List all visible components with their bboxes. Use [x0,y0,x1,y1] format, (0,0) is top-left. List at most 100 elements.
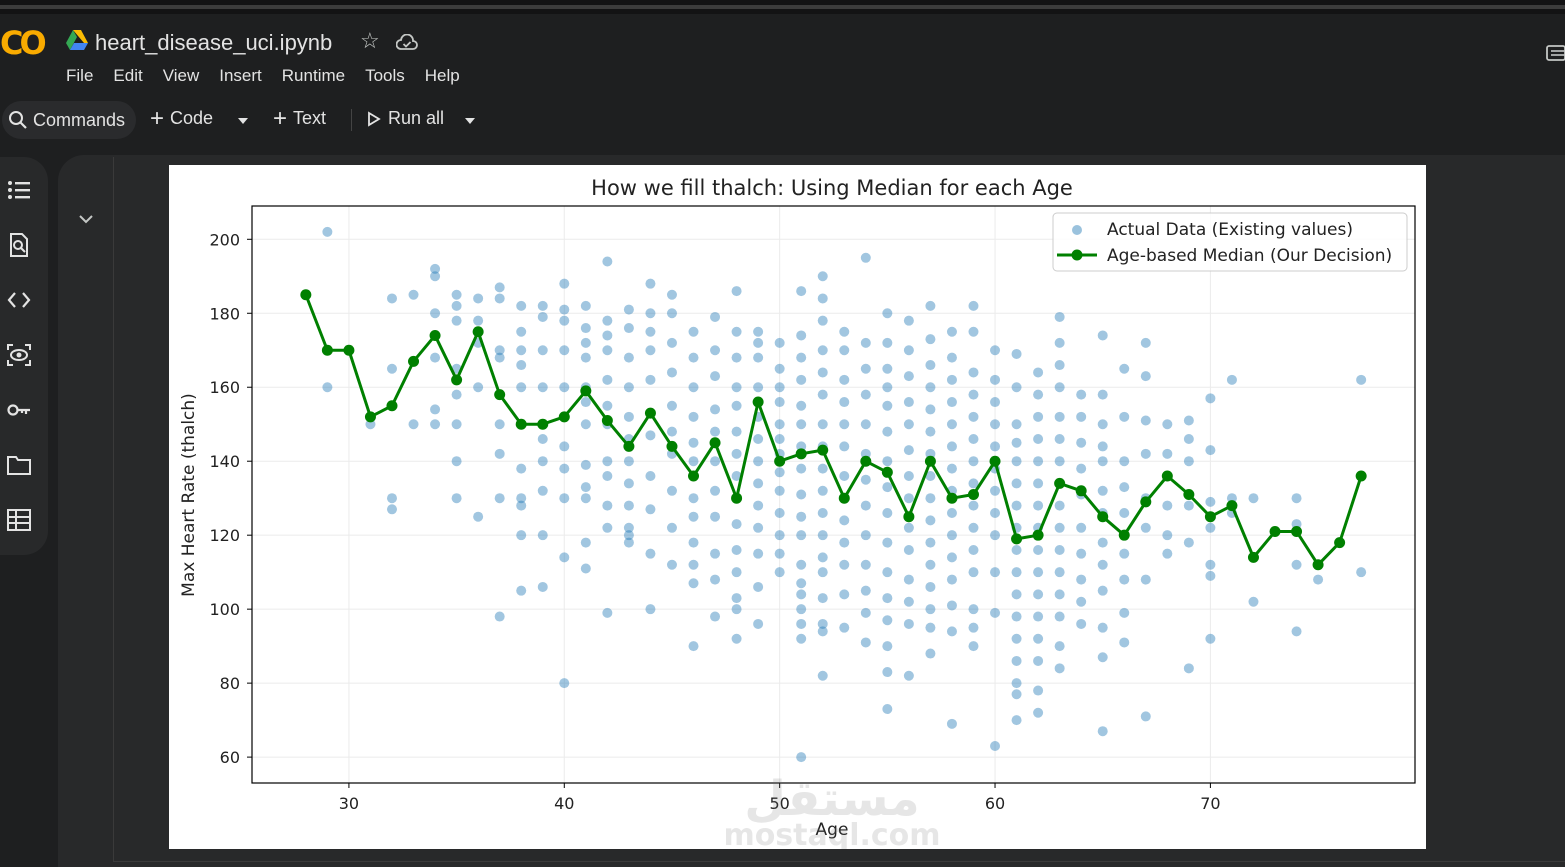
scatter-point [1205,559,1216,570]
scatter-point [1183,415,1194,426]
scatter-point [1140,415,1151,426]
scatter-point [731,593,742,604]
scatter-point [903,574,914,585]
scatter-point [1011,478,1022,489]
menu-runtime[interactable]: Runtime [281,66,346,85]
scatter-point [688,352,699,363]
median-point [1032,529,1044,541]
cloud-saved-icon[interactable] [396,34,418,50]
scatter-point [839,589,850,600]
variable-inspector-icon[interactable] [6,342,32,368]
scatter-point [1140,448,1151,459]
chevron-down-icon[interactable] [236,116,250,126]
scatter-point [860,530,871,541]
median-point [946,492,958,504]
scatter-point [451,456,462,467]
median-point [1291,525,1303,537]
commands-button[interactable]: Commands [2,101,136,139]
menu-tools[interactable]: Tools [365,66,405,85]
menu-help[interactable]: Help [424,66,460,85]
output-cell [113,157,1565,862]
scatter-point [925,404,936,415]
collapse-chevron-icon[interactable] [77,210,95,228]
scatter-point [430,271,441,282]
scatter-point [1205,496,1216,507]
menu-file[interactable]: File [66,66,94,85]
scatter-point [430,352,441,363]
scatter-point [451,289,462,300]
comments-panel-icon[interactable] [1546,44,1565,62]
matplotlib-figure: 30 40 50 60 70 60 80 100 120 140 160 180 200 How we … [169,165,1426,853]
scatter-point [1033,478,1044,489]
scatter-point [1076,548,1087,559]
scatter-point [774,337,785,348]
scatter-point [710,426,721,437]
x-tick-label: 40 [554,794,574,813]
scatter-point [903,397,914,408]
watermark-latin: mostaql.com [723,818,940,849]
scatter-point [645,374,656,385]
notebook-toolbar [0,96,1565,146]
chevron-down-icon[interactable] [463,116,477,126]
scatter-point [537,456,548,467]
scatter-point [925,334,936,345]
median-point [1118,529,1130,541]
add-code-button[interactable]: + Code [150,106,213,130]
scatter-point [1140,574,1151,585]
menu-edit[interactable]: Edit [113,66,143,85]
menu-view[interactable]: View [162,66,200,85]
scatter-point [925,604,936,615]
scatter-point [1119,363,1130,374]
scatter-point [516,345,527,356]
scatter-point [968,641,979,652]
find-replace-icon[interactable] [6,232,32,258]
scatter-point [537,382,548,393]
scatter-point [925,559,936,570]
y-tick-label: 100 [209,600,240,619]
scatter-point [925,622,936,633]
scatter-point [860,363,871,374]
scatter-point [882,615,893,626]
scatter-point [602,374,613,385]
scatter-point [817,670,828,681]
notebook-title[interactable]: heart_disease_uci.ipynb [95,30,333,55]
scatter-point [645,430,656,441]
code-snippets-icon[interactable] [6,287,32,313]
scatter-point [516,493,527,504]
scatter-point [731,471,742,482]
watermark: مستقل mostaql.com [723,771,940,853]
scatter-point [623,411,634,422]
scatter-point [473,511,484,522]
scatter-point [645,345,656,356]
scatter-point [1033,434,1044,445]
table-of-contents-icon[interactable] [6,177,32,203]
secrets-key-icon[interactable] [6,397,32,423]
scatter-point [1011,567,1022,578]
menu-bar: File Edit View Insert Runtime Tools Help [66,66,460,86]
median-point [1011,533,1023,545]
scatter-point [1033,685,1044,696]
scatter-point [1076,437,1087,448]
scatter-point [494,345,505,356]
files-folder-icon[interactable] [6,452,32,478]
scatter-point [451,419,462,430]
scatter-point [731,448,742,459]
legend-scatter-marker [1072,225,1082,235]
scatter-point [559,304,570,315]
colab-logo[interactable]: CO [0,24,47,62]
scatter-point [1011,655,1022,666]
scatter-point [666,337,677,348]
menu-insert[interactable]: Insert [219,66,262,85]
data-table-icon[interactable] [6,507,32,533]
run-all-button[interactable]: Run all [366,108,444,129]
star-icon[interactable]: ☆ [360,28,380,53]
add-text-button[interactable]: + Text [273,106,326,130]
scatter-point [860,559,871,570]
median-point [1269,525,1281,537]
scatter-point [666,308,677,319]
median-point [752,396,764,408]
scatter-point [602,330,613,341]
y-axis-label: Max Heart Rate (thalch) [179,393,199,597]
scatter-point [774,485,785,496]
scatter-point [796,530,807,541]
